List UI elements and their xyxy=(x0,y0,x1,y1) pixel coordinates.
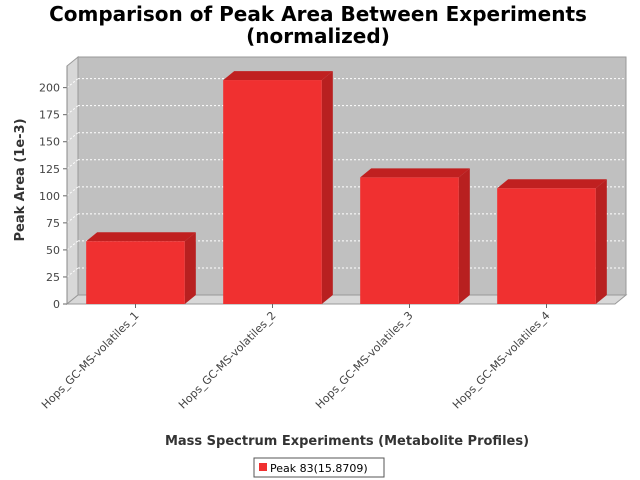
bars xyxy=(86,71,607,305)
bar-top xyxy=(223,71,333,81)
legend-swatch xyxy=(259,463,267,471)
legend: Peak 83(15.8709) xyxy=(253,457,385,478)
chart-title-line-2: (normalized) xyxy=(246,24,390,48)
bar-front xyxy=(86,241,185,304)
bar-side xyxy=(321,71,333,305)
legend-entry: Peak 83(15.8709) xyxy=(270,462,368,475)
bar xyxy=(86,232,196,304)
y-axis-label: Peak Area (1e-3) xyxy=(13,118,28,241)
y-tick-label: 50 xyxy=(46,244,60,257)
x-tick-label: Hops_GC-MS-volatiles_3 xyxy=(313,309,416,412)
x-axis-ticks: Hops_GC-MS-volatiles_1 Hops_GC-MS-volatil… xyxy=(39,304,553,411)
bar-front xyxy=(497,188,596,304)
plot-left-wall xyxy=(66,55,79,306)
x-tick-label: Hops_GC-MS-volatiles_2 xyxy=(176,309,279,412)
legend-box xyxy=(253,457,385,478)
bar xyxy=(223,71,333,305)
y-tick-label: 100 xyxy=(39,190,60,203)
bar-front xyxy=(223,80,322,305)
bar-front xyxy=(360,177,459,304)
y-tick-label: 175 xyxy=(39,109,60,122)
bar-top xyxy=(86,232,196,242)
y-tick-label: 25 xyxy=(46,271,60,284)
y-tick-label: 200 xyxy=(39,82,60,95)
bar-side xyxy=(595,179,607,304)
y-tick-label: 0 xyxy=(53,298,60,311)
x-tick-label: Hops_GC-MS-volatiles_4 xyxy=(450,309,553,412)
bar-top xyxy=(497,179,607,189)
y-axis-ticks: 0 25 50 75 100 125 150 175 200 xyxy=(39,66,68,311)
bar-side xyxy=(458,168,470,304)
y-tick-label: 150 xyxy=(39,136,60,149)
x-axis-label: Mass Spectrum Experiments (Metabolite Pr… xyxy=(165,434,529,449)
x-tick-label: Hops_GC-MS-volatiles_1 xyxy=(39,309,142,412)
bar xyxy=(497,179,607,304)
bar-top xyxy=(360,168,470,178)
y-tick-label: 75 xyxy=(46,217,60,230)
bar xyxy=(360,168,470,304)
bar-side xyxy=(184,232,196,304)
chart-title-line-1: Comparison of Peak Area Between Experime… xyxy=(49,2,587,26)
y-tick-label: 125 xyxy=(39,163,60,176)
